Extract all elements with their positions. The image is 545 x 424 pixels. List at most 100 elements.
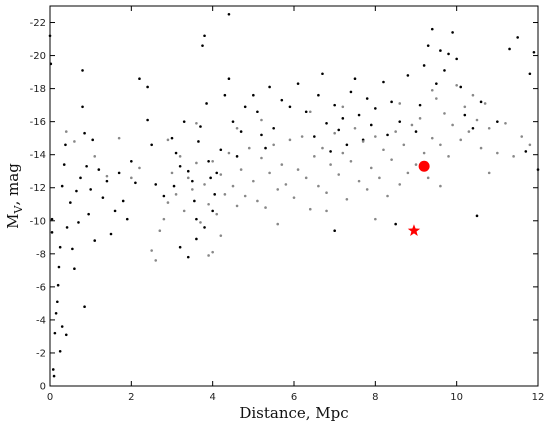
- black-point: [422, 64, 426, 67]
- black-point: [528, 72, 532, 76]
- gray-point: [520, 135, 524, 138]
- gray-point: [166, 138, 170, 142]
- gray-point: [219, 173, 223, 176]
- gray-point: [211, 160, 214, 163]
- black-point: [146, 85, 149, 89]
- gray-point: [447, 155, 450, 158]
- black-point: [516, 36, 519, 39]
- gray-point: [341, 151, 345, 155]
- gray-point: [451, 123, 454, 127]
- black-point: [73, 267, 76, 270]
- gray-point: [487, 171, 491, 175]
- x-tick-label: 8: [372, 392, 378, 403]
- black-point: [81, 105, 84, 109]
- gray-point: [439, 143, 442, 147]
- y-tick-label: -22: [30, 18, 46, 29]
- black-point: [455, 57, 458, 61]
- black-point: [223, 93, 227, 97]
- y-axis-title-unit: , mag: [4, 163, 22, 206]
- black-point: [51, 368, 55, 371]
- black-point: [394, 222, 397, 226]
- black-point: [62, 163, 66, 166]
- black-point: [109, 232, 113, 236]
- black-point: [52, 374, 56, 378]
- gray-point: [333, 131, 336, 135]
- gray-point: [162, 217, 166, 221]
- gray-point: [191, 188, 194, 191]
- black-point: [130, 160, 133, 163]
- black-point: [58, 350, 62, 353]
- black-point: [113, 209, 117, 213]
- black-point: [256, 110, 259, 114]
- x-tick-label: 0: [47, 392, 53, 403]
- black-point: [443, 69, 446, 72]
- black-point: [138, 77, 141, 80]
- black-point: [418, 103, 422, 107]
- black-point: [201, 44, 204, 47]
- gray-point: [300, 135, 304, 138]
- gray-point: [195, 161, 198, 165]
- gray-point: [402, 143, 406, 147]
- highlight-star-point: [407, 224, 421, 236]
- black-point: [193, 199, 196, 203]
- black-point: [288, 105, 292, 109]
- gray-point: [243, 194, 247, 198]
- black-point: [195, 217, 198, 221]
- black-point: [178, 245, 182, 249]
- y-tick-label: 0: [40, 382, 46, 393]
- gray-point: [235, 126, 239, 130]
- y-axis-title: MV, mag: [4, 163, 25, 229]
- gray-point: [410, 123, 414, 127]
- black-point: [87, 212, 90, 216]
- y-tick-label: -8: [36, 249, 46, 260]
- highlight-circle-point: [418, 160, 430, 172]
- plot-frame: [49, 5, 539, 387]
- gray-point: [463, 105, 467, 109]
- black-point: [508, 47, 511, 51]
- gray-point: [439, 184, 442, 188]
- gray-point: [138, 166, 141, 170]
- black-point: [496, 120, 499, 123]
- black-point: [205, 102, 208, 105]
- gray-point: [321, 146, 324, 150]
- black-point: [213, 193, 216, 196]
- gray-point: [223, 193, 227, 196]
- gray-point: [479, 146, 483, 150]
- black-point: [357, 113, 361, 117]
- black-point: [524, 150, 528, 153]
- gray-point: [317, 184, 320, 188]
- gray-point: [308, 207, 312, 211]
- black-point: [451, 31, 454, 34]
- black-point: [329, 150, 332, 153]
- black-point: [174, 151, 178, 155]
- y-axis-title-main: M: [4, 213, 22, 228]
- y-tick-label: -14: [30, 150, 46, 161]
- black-point: [341, 117, 345, 120]
- gray-point: [475, 118, 479, 122]
- black-point: [49, 62, 53, 66]
- black-point: [382, 80, 385, 84]
- black-point: [317, 93, 320, 97]
- gray-point: [329, 163, 332, 166]
- gray-point: [357, 179, 361, 183]
- gray-point: [430, 88, 434, 92]
- black-point: [53, 331, 57, 335]
- gray-point: [496, 151, 499, 155]
- black-point: [50, 217, 54, 221]
- black-point: [69, 201, 72, 204]
- black-point: [85, 164, 88, 168]
- black-point: [426, 44, 430, 47]
- gray-point: [284, 183, 288, 186]
- black-point: [203, 226, 206, 229]
- black-point: [398, 120, 402, 123]
- gray-point: [349, 160, 353, 163]
- black-point: [170, 136, 174, 140]
- axis-ticks: 0 2 4 6 8 10 12 0 -2 -4 -6 -8 -10 -12 -14 -16 -18 -20 -22: [30, 6, 544, 403]
- black-point: [203, 34, 206, 38]
- black-point: [365, 97, 369, 100]
- gray-point: [382, 148, 385, 152]
- gray-point: [227, 151, 231, 155]
- black-point: [58, 245, 62, 249]
- black-point: [333, 103, 336, 107]
- black-point: [117, 171, 121, 175]
